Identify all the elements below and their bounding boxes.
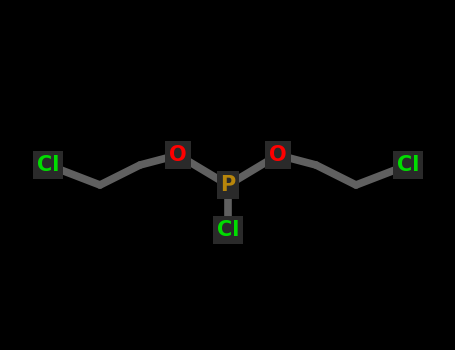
- Text: P: P: [220, 175, 236, 195]
- Text: Cl: Cl: [37, 155, 59, 175]
- Text: O: O: [169, 145, 187, 165]
- Text: Cl: Cl: [397, 155, 419, 175]
- Text: O: O: [269, 145, 287, 165]
- Text: Cl: Cl: [217, 220, 239, 240]
